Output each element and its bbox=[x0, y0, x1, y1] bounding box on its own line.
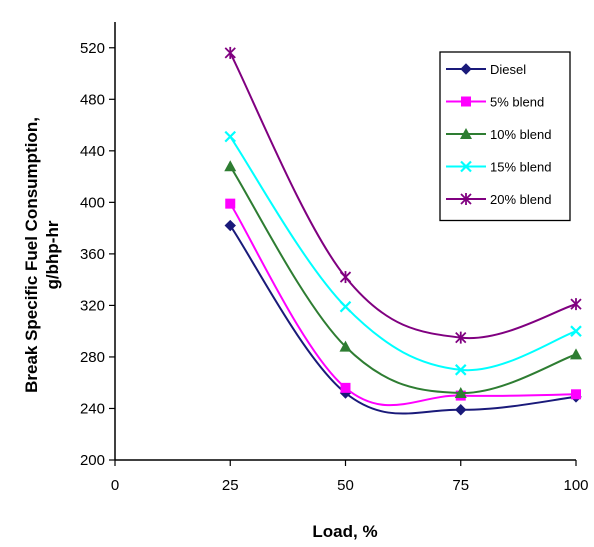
legend-marker bbox=[460, 193, 472, 205]
marker-stroke bbox=[224, 130, 237, 143]
y-tick-label: 480 bbox=[80, 91, 105, 108]
data-point bbox=[571, 389, 581, 400]
legend-item: Diesel bbox=[446, 62, 526, 77]
x-tick-label: 25 bbox=[222, 477, 239, 494]
y-tick-label: 360 bbox=[80, 246, 105, 263]
legend-item: 15% blend bbox=[446, 160, 551, 175]
legend-marker bbox=[460, 128, 472, 139]
data-point bbox=[455, 404, 467, 416]
marker-stroke bbox=[454, 364, 467, 376]
data-point bbox=[224, 160, 237, 172]
legend-label: Diesel bbox=[490, 62, 526, 77]
y-tick-label: 400 bbox=[80, 194, 105, 211]
data-point bbox=[455, 331, 467, 344]
legend-marker bbox=[461, 96, 471, 107]
marker-stroke bbox=[460, 160, 472, 173]
legend-label: 5% blend bbox=[490, 95, 544, 110]
data-point bbox=[454, 364, 467, 376]
series-line-4 bbox=[229, 52, 577, 340]
y-tick-label: 200 bbox=[80, 452, 105, 469]
data-point bbox=[340, 382, 351, 393]
data-point bbox=[224, 130, 237, 143]
marker-stroke bbox=[570, 325, 582, 337]
x-tick-label: 0 bbox=[111, 477, 119, 494]
y-tick-label: 240 bbox=[80, 400, 105, 417]
data-point bbox=[339, 340, 352, 352]
y-axis-title: Break Specific Fuel Consumption, g/bhp-h… bbox=[22, 117, 62, 393]
data-point bbox=[570, 325, 582, 337]
data-point bbox=[339, 300, 352, 313]
series-line-0 bbox=[229, 224, 577, 415]
x-axis-title: Load, % bbox=[312, 522, 377, 541]
legend-item: 5% blend bbox=[446, 95, 544, 110]
y-tick-label: 440 bbox=[80, 143, 105, 160]
series-line-1 bbox=[229, 203, 577, 407]
legend-marker bbox=[460, 160, 472, 173]
data-point bbox=[339, 271, 352, 284]
y-axis-title-line-2: g/bhp-hr bbox=[43, 220, 62, 289]
legend-item: 10% blend bbox=[446, 127, 551, 142]
legend-label: 20% blend bbox=[490, 192, 551, 207]
x-tick-label: 100 bbox=[563, 477, 588, 494]
data-point bbox=[224, 46, 236, 59]
y-tick-label: 320 bbox=[80, 297, 105, 314]
plot-area: 200 240 280 320 360 400 440 480 520 0 25 50 75 100 bbox=[80, 22, 589, 494]
legend-label: 15% blend bbox=[490, 160, 551, 175]
y-tick-label: 280 bbox=[80, 349, 105, 366]
x-tick-label: 50 bbox=[337, 477, 354, 494]
data-point bbox=[225, 198, 236, 209]
y-axis-title-line-1: Break Specific Fuel Consumption, bbox=[22, 117, 41, 393]
y-tick-label: 520 bbox=[80, 40, 105, 57]
x-tick-label: 75 bbox=[452, 477, 469, 494]
legend-item: 20% blend bbox=[446, 192, 551, 207]
series-line-2 bbox=[229, 165, 577, 395]
legend-marker bbox=[460, 63, 472, 75]
data-point bbox=[454, 387, 467, 399]
legend: Diesel 5% blend 10% blend 15% blend 20% blen… bbox=[439, 51, 571, 222]
data-point bbox=[570, 348, 582, 360]
marker-stroke bbox=[339, 300, 352, 313]
series-line-3 bbox=[229, 136, 577, 372]
data-point bbox=[224, 219, 236, 232]
legend-label: 10% blend bbox=[490, 127, 551, 142]
data-point bbox=[570, 298, 582, 311]
